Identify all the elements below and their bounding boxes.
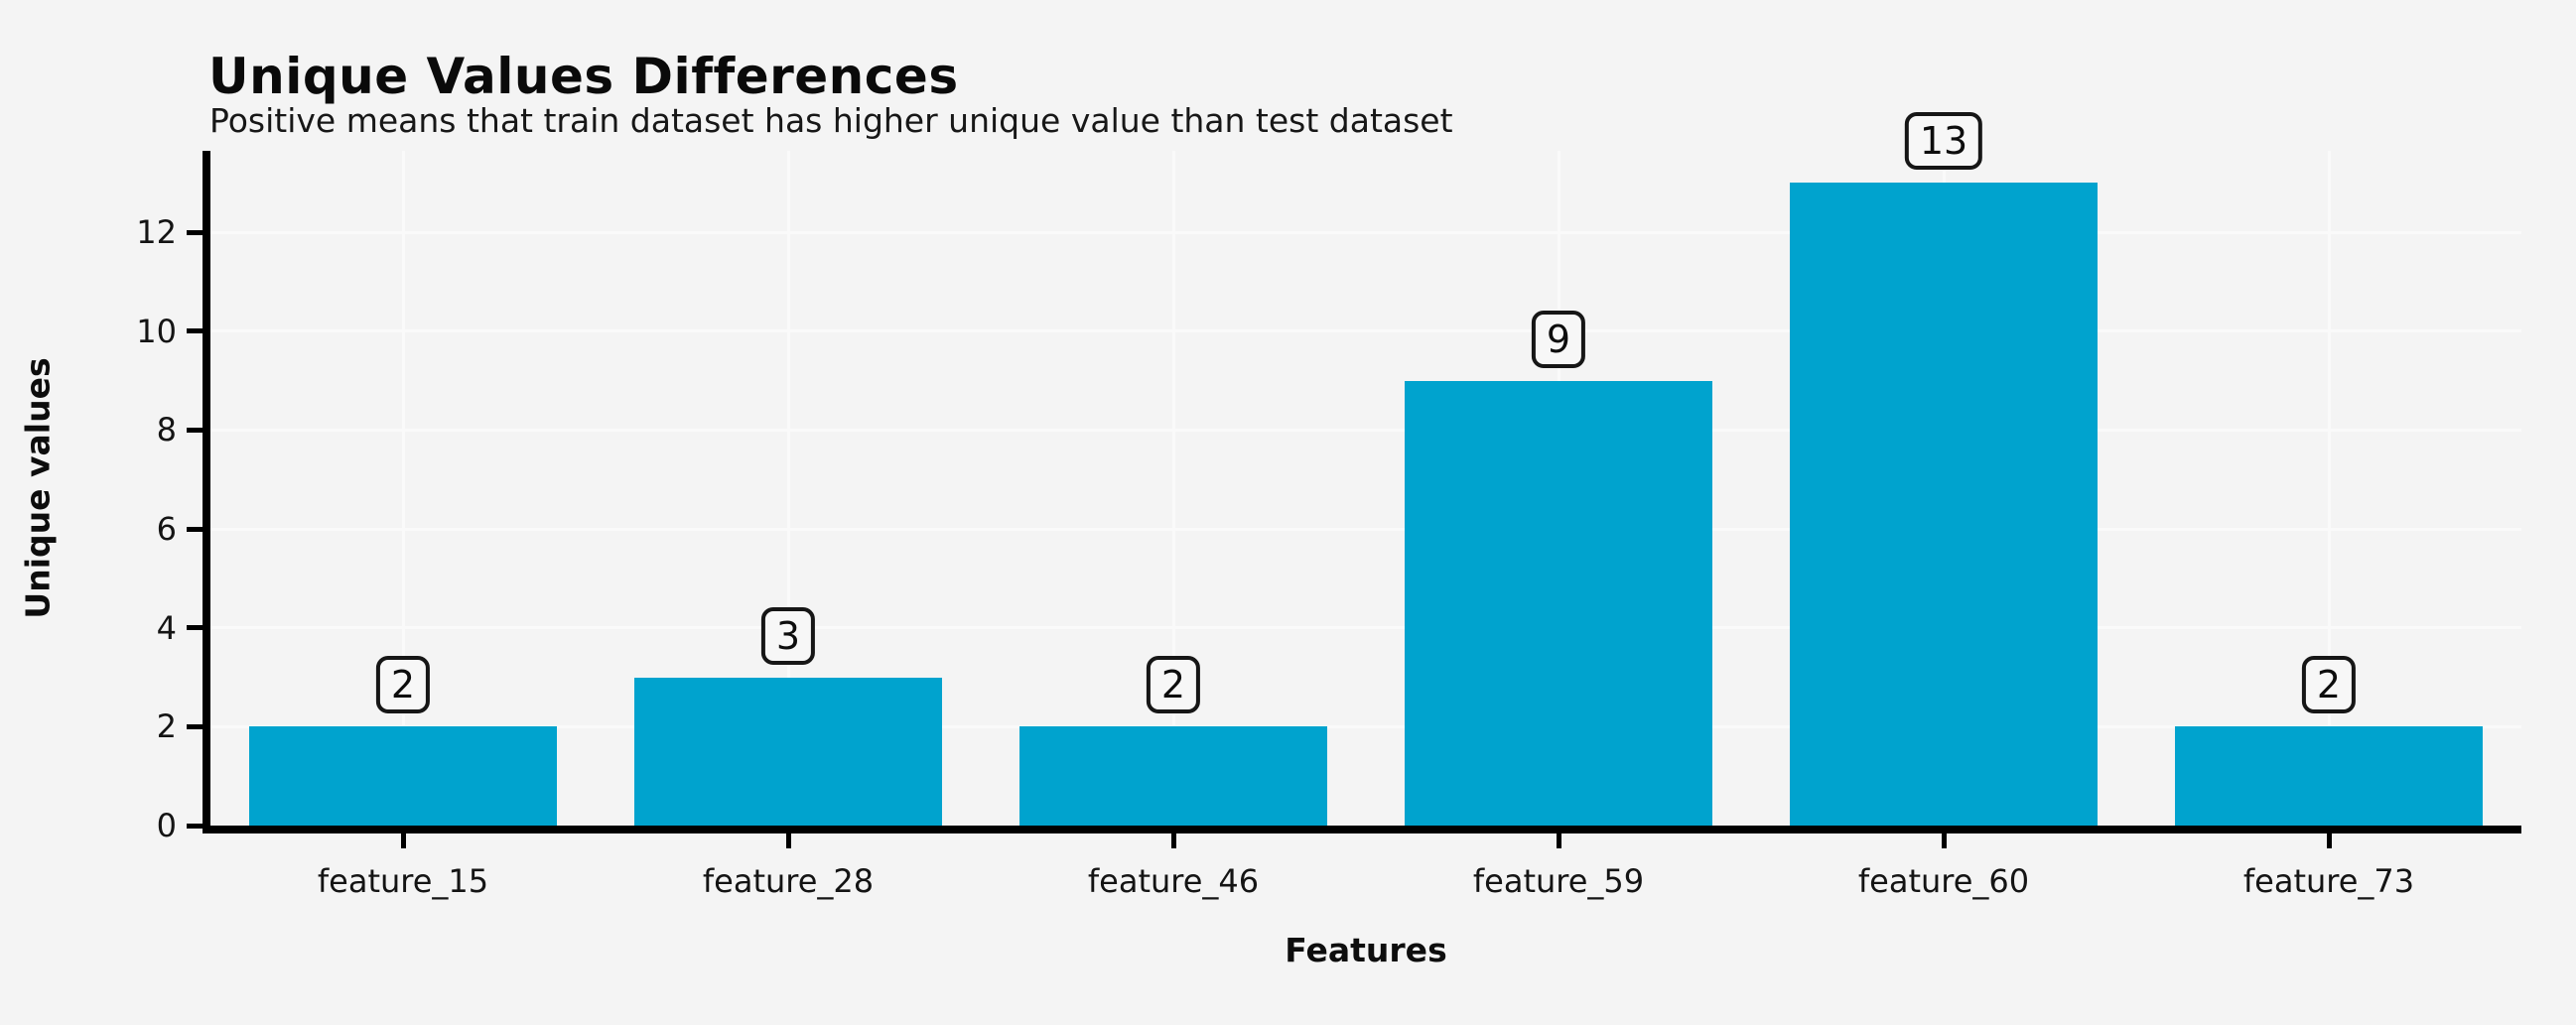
y-axis-tick [187, 823, 203, 829]
x-axis-tick [1170, 833, 1176, 848]
x-axis-tick [1941, 833, 1947, 848]
chart-subtitle: Positive means that train dataset has hi… [209, 101, 1453, 140]
x-axis-tick [785, 833, 791, 848]
bar-value-label: 3 [760, 607, 816, 665]
x-tick-label: feature_46 [1087, 862, 1260, 900]
y-axis-label: Unique values [18, 357, 58, 619]
y-axis-spine [203, 151, 210, 833]
bar [1790, 183, 2098, 826]
x-gridline [786, 151, 790, 826]
plot-area [187, 151, 2521, 848]
y-tick-label: 4 [156, 608, 177, 647]
y-axis-tick [187, 328, 203, 334]
x-axis-spine [203, 826, 2521, 833]
y-gridline [210, 626, 2521, 630]
y-tick-label: 10 [136, 312, 177, 350]
x-axis-tick [400, 833, 406, 848]
x-axis-label: Features [1285, 931, 1447, 969]
y-axis-tick [187, 427, 203, 433]
y-axis-tick [187, 526, 203, 532]
x-tick-label: feature_73 [2242, 862, 2415, 900]
x-axis-tick [2326, 833, 2332, 848]
y-tick-label: 12 [136, 213, 177, 252]
x-gridline [401, 151, 405, 826]
y-tick-label: 2 [156, 707, 177, 746]
y-gridline [210, 230, 2521, 234]
y-axis-tick [187, 625, 203, 631]
bar [634, 678, 942, 826]
bar [2175, 726, 2483, 826]
bar [1405, 381, 1712, 826]
y-gridline [210, 724, 2521, 728]
bar [249, 726, 557, 826]
x-tick-label: feature_15 [317, 862, 489, 900]
y-gridline [210, 527, 2521, 531]
y-axis-tick [187, 229, 203, 235]
bar-value-label: 2 [1146, 656, 1201, 713]
bar [1019, 726, 1327, 826]
x-tick-label: feature_59 [1472, 862, 1645, 900]
chart-title: Unique Values Differences [208, 48, 959, 105]
bar-value-label: 2 [2301, 656, 2357, 713]
x-axis-tick [1556, 833, 1561, 848]
x-gridline [1171, 151, 1175, 826]
bar-value-label: 2 [375, 656, 431, 713]
y-tick-label: 6 [156, 510, 177, 549]
bar-value-label: 13 [1904, 112, 1983, 170]
x-tick-label: feature_28 [702, 862, 875, 900]
x-tick-label: feature_60 [1857, 862, 2030, 900]
y-axis-tick [187, 723, 203, 729]
y-gridline [210, 428, 2521, 432]
x-gridline [2327, 151, 2331, 826]
y-tick-label: 8 [156, 411, 177, 449]
bar-value-label: 9 [1531, 311, 1586, 368]
y-gridline [210, 329, 2521, 333]
y-tick-label: 0 [156, 807, 177, 844]
